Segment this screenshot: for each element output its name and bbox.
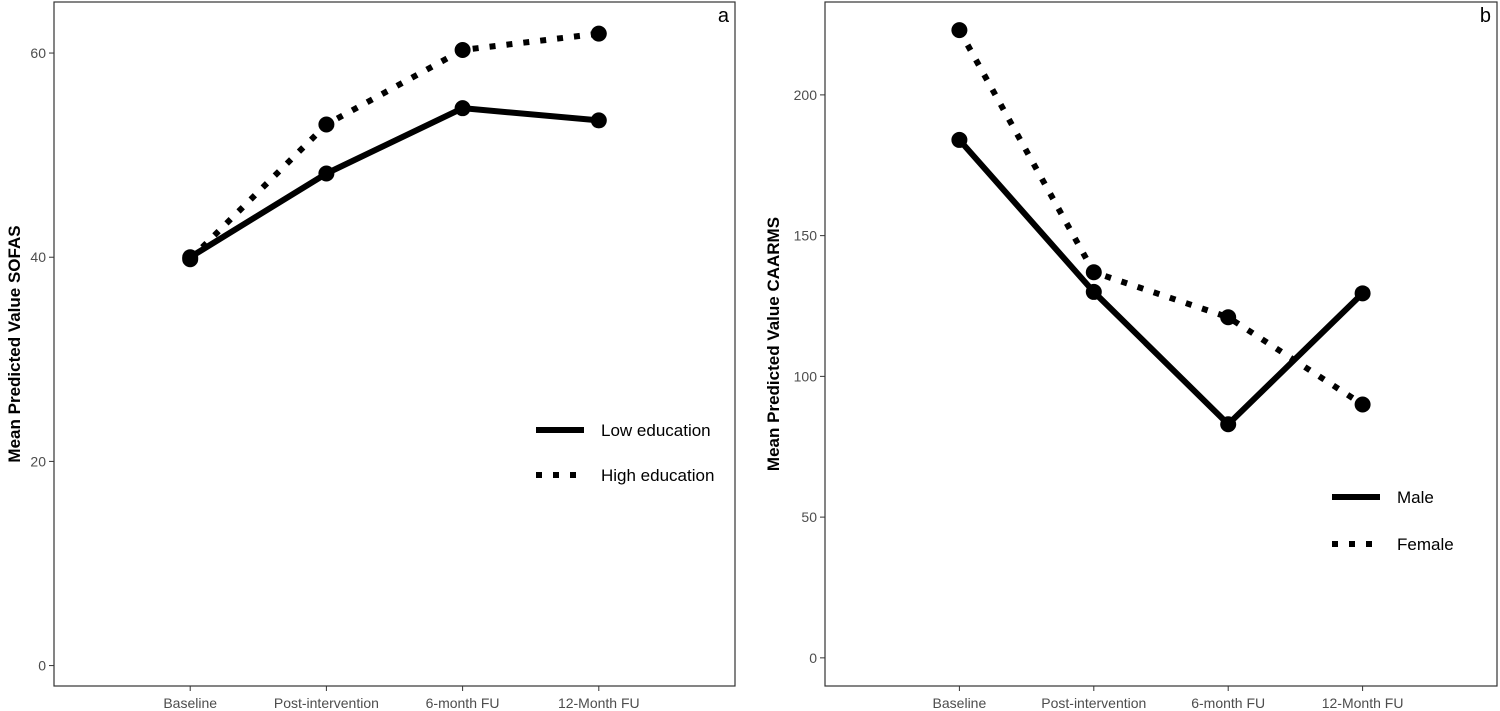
y-tick-label: 50 [801,509,817,525]
data-point-0-3 [590,112,607,129]
y-axis-title: Mean Predicted Value CAARMS [764,217,783,471]
x-tick-label: 12-Month FU [558,695,640,711]
series-line-0 [188,105,600,260]
data-point-1-1 [318,116,335,133]
y-tick-label: 0 [38,658,46,674]
x-tick-label: Post-intervention [1041,695,1146,711]
data-point-1-0 [182,251,199,268]
data-point-0-3 [1354,285,1371,302]
panel-b: 0 50 100 150 200 Baseline Post-intervention 6-m… [764,1,1498,711]
x-tick-label: 6-month FU [426,695,500,711]
panel-border [824,1,1498,687]
x-tick-label: 12-Month FU [1322,695,1404,711]
data-point-1-2 [454,41,471,58]
panel-border [53,1,736,687]
panel-a: 0 20 40 60 Baseline Post-intervention 6-month … [5,1,736,711]
y-tick-label: 150 [794,228,818,244]
data-point-1-2 [1220,309,1237,326]
legend-label-0: Low education [601,421,711,440]
panel-tag: a [718,5,730,27]
data-point-0-1 [318,165,335,182]
x-tick-label: Baseline [163,695,217,711]
legend-label-1: Female [1397,535,1454,554]
series-line-1 [956,28,1365,408]
y-tick-label: 0 [809,650,817,666]
y-tick-label: 200 [794,87,818,103]
data-point-1-3 [590,25,607,42]
data-point-0-0 [951,131,968,148]
y-tick-label: 100 [794,368,818,384]
data-point-0-2 [1220,416,1237,433]
x-tick-label: 6-month FU [1191,695,1265,711]
data-point-1-3 [1354,396,1371,413]
x-tick-label: Baseline [933,695,987,711]
legend-label-0: Male [1397,488,1434,507]
panel-tag: b [1480,5,1491,27]
series-line-1 [188,30,600,262]
data-point-0-2 [454,100,471,117]
data-point-1-1 [1085,264,1102,281]
legend-label-1: High education [601,466,714,485]
data-point-0-1 [1085,283,1102,300]
y-tick-label: 60 [30,45,46,61]
data-point-1-0 [951,22,968,39]
y-tick-label: 40 [30,249,46,265]
y-axis-title: Mean Predicted Value SOFAS [5,225,24,462]
x-tick-label: Post-intervention [274,695,379,711]
y-tick-label: 20 [30,453,46,469]
series-line-0 [957,137,1365,428]
